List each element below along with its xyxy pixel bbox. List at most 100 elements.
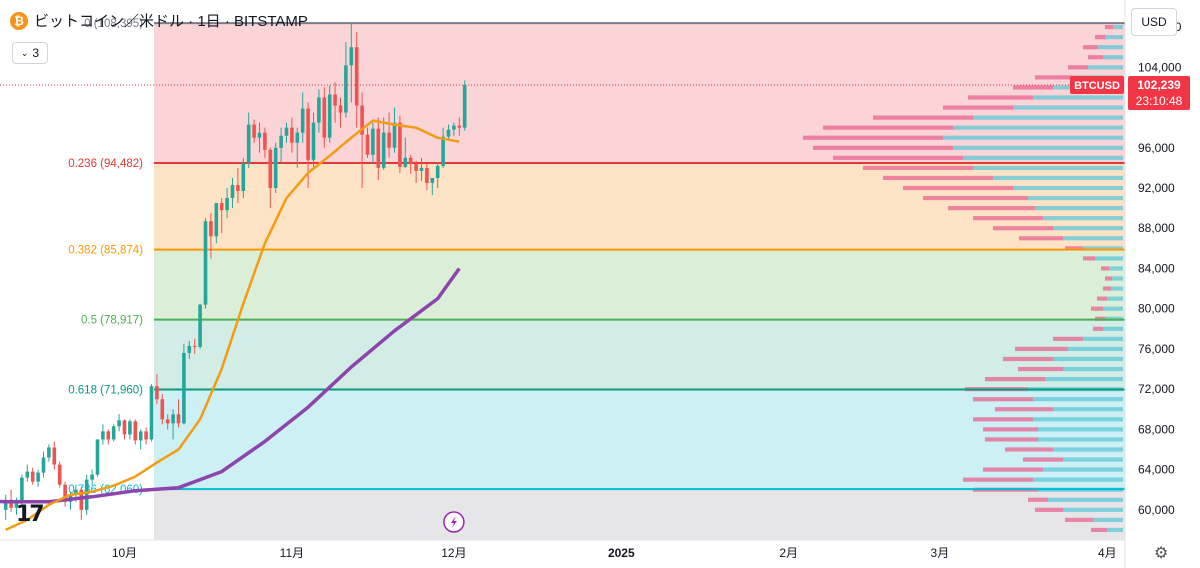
y-tick-label: 80,000 (1138, 302, 1175, 316)
candle-body (30, 471, 35, 482)
volume-profile-bar-up (1083, 246, 1123, 251)
symbol-title[interactable]: ビットコイン／米ドル · 1日 · BITSTAMP (34, 13, 308, 30)
volume-profile-bar-up (973, 115, 1123, 120)
candle-body (430, 177, 435, 183)
volume-profile-bar-up (1028, 195, 1123, 201)
candle-body (414, 163, 418, 171)
volume-profile-bar-down (873, 115, 973, 120)
y-tick-label: 92,000 (1138, 181, 1175, 195)
tradingview-logo-text: 17 (16, 502, 45, 527)
volume-profile-bar-up (1053, 407, 1123, 412)
candle-body (57, 464, 62, 485)
candle-body (333, 94, 337, 106)
volume-profile-bar-down (1003, 356, 1053, 362)
volume-profile-bar-down (1091, 306, 1103, 311)
candle-body (425, 167, 429, 183)
fib-band-5 (154, 489, 1125, 540)
candle-body (25, 471, 30, 478)
volume-profile-bar-down (948, 206, 1035, 211)
volume-profile-bar-down (1095, 35, 1105, 40)
fib-lines (154, 22, 1125, 491)
candle-body (273, 147, 278, 188)
volume-profile-bar-down (1093, 326, 1103, 331)
volume-profile-bar-up (1109, 266, 1123, 271)
volume-profile-bar-up (993, 175, 1123, 181)
candle-body (257, 132, 262, 138)
volume-profile-bar-up (943, 135, 1123, 140)
fib-label-0.618: 0.618 (71,960) (68, 385, 143, 397)
x-tick-label: 2025 (608, 546, 635, 560)
candle-body (36, 472, 40, 482)
volume-profile-bar-up (963, 155, 1123, 160)
candle-body (457, 125, 462, 128)
candle-body (149, 386, 154, 440)
time-axis: 10月 11月 12月 2025 2月 3月 4月 (0, 0, 1126, 568)
candle-body (155, 386, 159, 400)
volume-profile-bar-up (1033, 477, 1123, 482)
volume-profile-bar-up (1033, 95, 1123, 100)
candle-body (230, 184, 235, 199)
currency-label: USD (1141, 15, 1167, 29)
volume-profile-bar-down (973, 417, 1033, 422)
volume-profile-bar-up (1038, 437, 1123, 442)
candle-body (452, 125, 456, 130)
volume-profile-bar-up (1043, 216, 1123, 221)
ma-short-line (5, 119, 460, 532)
volume-profile-bar-up (1095, 256, 1123, 261)
chevron-down-icon: ⌄ (20, 47, 29, 58)
candle-body (441, 136, 445, 166)
volume-profile-bar-down (943, 105, 1013, 110)
moving-averages (0, 119, 461, 532)
candle-body (192, 345, 197, 347)
x-tick-label: 12月 (441, 546, 466, 560)
candle-body (376, 128, 381, 168)
currency-button[interactable]: USD (1131, 8, 1177, 36)
volume-profile-bar-up (1043, 467, 1123, 472)
volume-profile-bar-up (1035, 206, 1123, 211)
volume-profile-bar-up (1103, 326, 1123, 331)
volume-profile-bar-up (1088, 65, 1123, 70)
volume-profile-bar-up (1107, 527, 1123, 533)
volume-profile-bar-down (1105, 24, 1113, 30)
volume-profile-bar-down (963, 477, 1033, 482)
volume-profile-bar-down (1065, 246, 1083, 251)
fib-label-0: 0 (108,395) (84, 18, 143, 30)
volume-profile-bar-up (1063, 366, 1123, 372)
candle-body (90, 474, 94, 480)
candle-body (354, 47, 359, 106)
volume-profile-bar-down (1097, 296, 1107, 301)
volume-profile-bar-down (1023, 457, 1063, 462)
candle-body (171, 414, 175, 424)
volume-profile-bar-down (1088, 55, 1103, 60)
volume-profile-bar-up (1063, 236, 1123, 241)
candle-body (360, 105, 364, 135)
volume-profile-bar-up (1093, 517, 1123, 522)
gear-icon[interactable]: ⚙ (1154, 545, 1169, 562)
volume-profile-bar-up (1113, 24, 1123, 30)
candle-body (387, 132, 391, 148)
y-tick-label: 96,000 (1138, 141, 1175, 155)
candle-body (63, 484, 67, 502)
candle-body (462, 85, 467, 128)
volume-profile-bar-down (993, 226, 1053, 231)
candle-body (214, 203, 219, 237)
candle-body (398, 122, 402, 167)
candle-body (52, 447, 57, 465)
fib-labels: 0 (108,395) 0.236 (94,482) 0.382 (85,874) 0… (68, 18, 143, 496)
candle-body (349, 47, 354, 66)
volume-profile-bar-up (1063, 507, 1123, 512)
volume-profile-bar-down (1035, 507, 1063, 512)
candle-body (198, 304, 202, 347)
y-tick-label: 68,000 (1138, 422, 1175, 436)
fib-label-0.236: 0.236 (94,482) (68, 158, 143, 170)
candle-body (263, 132, 267, 150)
candle-body (241, 162, 246, 192)
candle-body (381, 132, 386, 168)
volume-profile-bar-up (1053, 356, 1123, 362)
fib-band-4 (154, 389, 1125, 490)
indicators-toggle-button[interactable]: ⌄ 3 (12, 42, 48, 64)
y-tick-label: 72,000 (1138, 382, 1175, 396)
candle-body (47, 447, 51, 458)
candle-body (133, 421, 138, 441)
